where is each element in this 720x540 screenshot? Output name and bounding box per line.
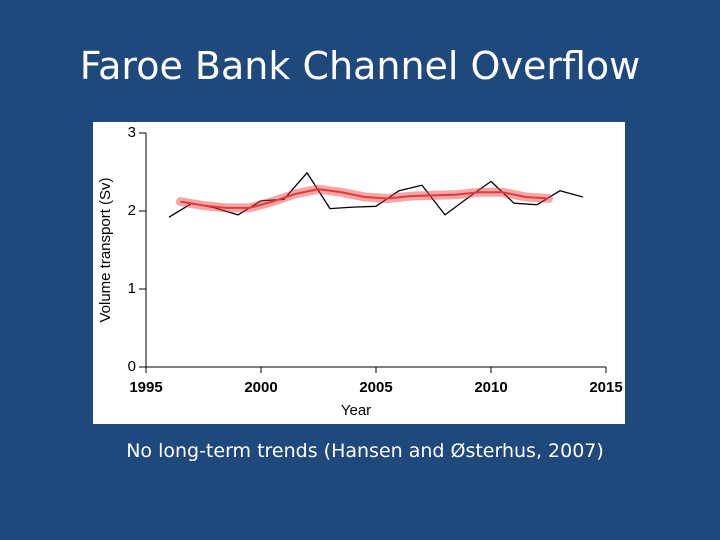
x-tick-label: 2015 bbox=[589, 379, 622, 396]
series-line bbox=[168, 172, 584, 218]
y-tick-label: 3 bbox=[128, 124, 136, 141]
y-tick-label: 0 bbox=[128, 358, 136, 375]
x-tick-label: 2010 bbox=[474, 379, 507, 396]
x-axis-label: Year bbox=[341, 402, 371, 419]
caption: No long-term trends (Hansen and Østerhus… bbox=[126, 440, 604, 462]
x-tick-label: 2005 bbox=[359, 379, 392, 396]
chart: Year Volume transport (Sv) 0 1 2 3 1995 2000 2… bbox=[93, 122, 625, 424]
x-tick-label: 1995 bbox=[129, 379, 162, 396]
series-line bbox=[180, 188, 549, 209]
slide-title: Faroe Bank Channel Overflow bbox=[79, 44, 641, 88]
y-tick-label: 1 bbox=[128, 280, 136, 297]
y-tick-label: 2 bbox=[128, 202, 136, 219]
x-tick-label: 2000 bbox=[244, 379, 277, 396]
y-axis-label: Volume transport (Sv) bbox=[97, 177, 114, 322]
